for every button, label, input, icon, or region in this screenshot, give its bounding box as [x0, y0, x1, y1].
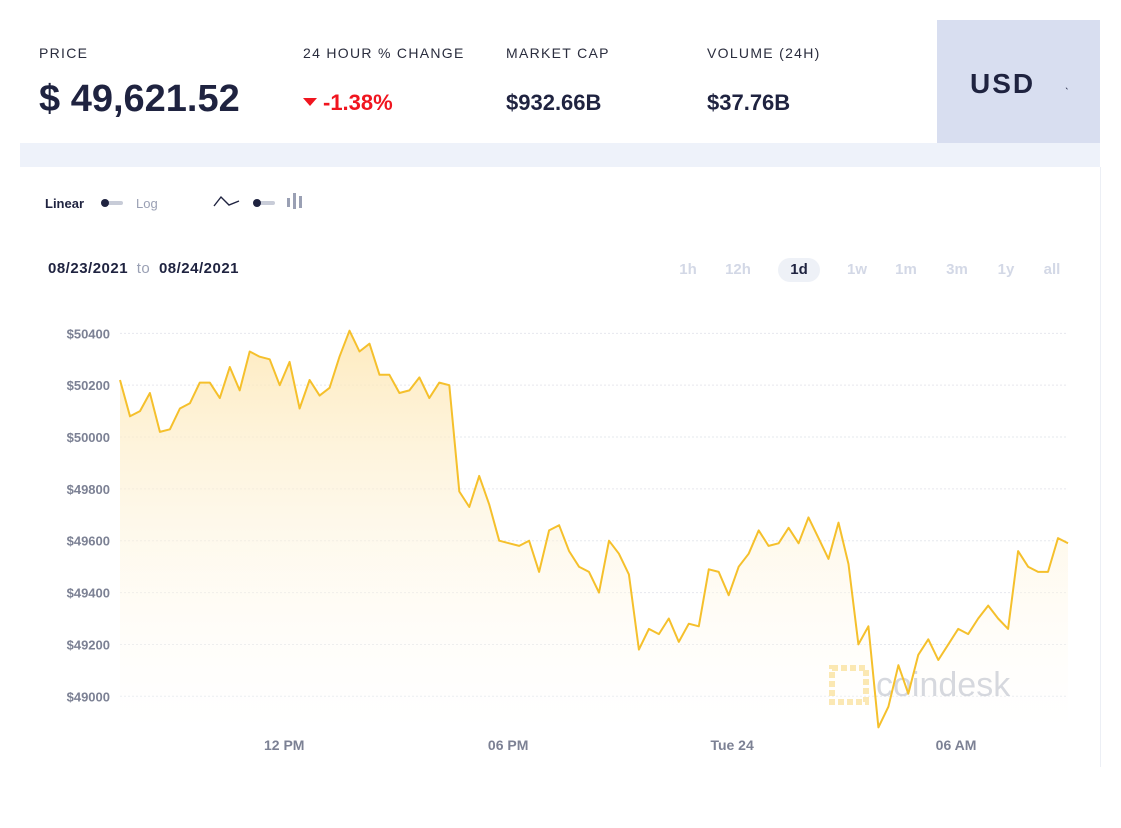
y-tick-label: $50200: [67, 378, 110, 393]
y-tick-label: $49200: [67, 637, 110, 652]
switch-knob: [253, 199, 261, 207]
range-1y[interactable]: 1y: [997, 261, 1015, 278]
line-chart-icon[interactable]: [213, 194, 241, 213]
y-tick-label: $49800: [67, 482, 110, 497]
date-from[interactable]: 08/23/2021: [48, 260, 129, 277]
x-tick-label: 12 PM: [264, 737, 304, 753]
y-tick-label: $50400: [67, 326, 110, 341]
switch-track: [259, 201, 275, 205]
range-12h[interactable]: 12h: [725, 261, 751, 278]
y-tick-label: $49400: [67, 586, 110, 601]
switch-knob: [101, 199, 109, 207]
date-to-word: to: [136, 260, 151, 277]
price-chart: $50400 $50200 $50000 $49800 $49600 $49400 $492…: [0, 300, 1121, 770]
range-1m[interactable]: 1m: [895, 261, 917, 278]
change-value-wrap: -1.38%: [303, 90, 393, 116]
range-3m[interactable]: 3m: [946, 261, 968, 278]
range-1w[interactable]: 1w: [846, 261, 867, 278]
watermark-text: coindesk: [876, 666, 1011, 704]
chevron-down-icon: ˎ: [1065, 76, 1069, 90]
stats-bar: PRICE $ 49,621.52 24 HOUR % CHANGE -1.38…: [20, 20, 1100, 143]
market-cap-label: MARKET CAP: [506, 45, 610, 61]
currency-label: USD: [970, 68, 1036, 99]
log-label[interactable]: Log: [136, 196, 158, 211]
range-1d[interactable]: 1d: [778, 258, 820, 282]
volume-value: $37.76B: [707, 90, 791, 115]
range-selector: 1h 12h 1d 1w 1m 3m 1y all: [0, 258, 1121, 282]
change-value: -1.38%: [323, 90, 393, 115]
y-tick-label: $50000: [67, 430, 110, 445]
currency-selector[interactable]: USD ˎ: [937, 20, 1100, 143]
x-tick-label: Tue 24: [710, 737, 754, 753]
price-line: [119, 329, 1069, 729]
price-label: PRICE: [39, 45, 89, 61]
price-area: [120, 330, 1068, 730]
range-1h[interactable]: 1h: [679, 261, 697, 278]
scale-switch[interactable]: [101, 199, 125, 207]
linear-label[interactable]: Linear: [45, 196, 85, 211]
caret-down-icon: [303, 98, 317, 107]
range-all[interactable]: all: [1043, 261, 1061, 278]
price-chart-svg: $50400 $50200 $50000 $49800 $49600 $49400 $492…: [67, 326, 1069, 753]
switch-track: [107, 201, 123, 205]
date-to[interactable]: 08/24/2021: [158, 260, 240, 277]
y-tick-label: $49600: [67, 534, 110, 549]
y-tick-label: $49000: [67, 689, 110, 704]
x-tick-label: 06 PM: [488, 737, 528, 753]
change-label: 24 HOUR % CHANGE: [303, 45, 465, 61]
divider-band: [20, 143, 1100, 167]
date-range: 08/23/2021 to 08/24/2021: [48, 260, 239, 277]
price-value: $ 49,621.52: [39, 78, 240, 120]
divider: [1100, 167, 1101, 767]
coindesk-watermark: coindesk: [829, 665, 1011, 705]
market-cap-value: $932.66B: [506, 90, 602, 115]
candlestick-icon[interactable]: [285, 192, 305, 215]
x-tick-label: 06 AM: [936, 737, 977, 753]
coindesk-logo-icon: [829, 665, 869, 705]
chart-style-switch[interactable]: [253, 199, 277, 207]
volume-label: VOLUME (24H): [707, 45, 821, 61]
